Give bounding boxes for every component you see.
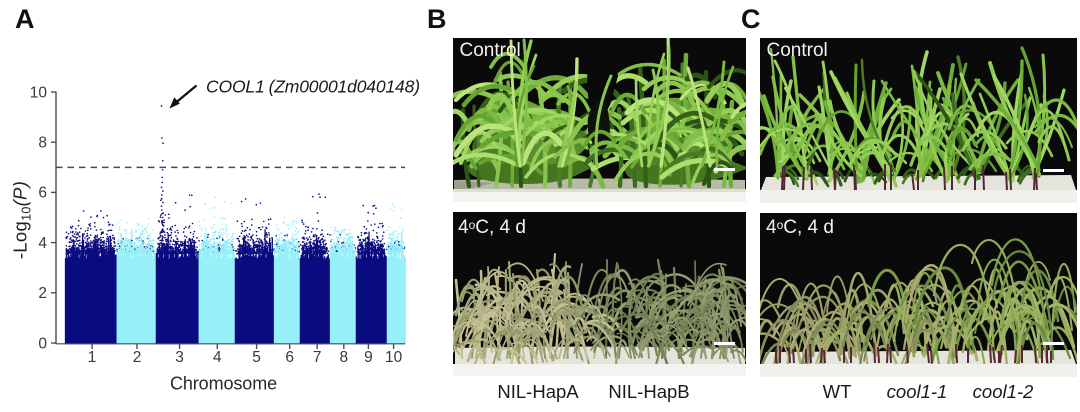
svg-text:Chromosome: Chromosome — [170, 374, 277, 394]
svg-text:3: 3 — [175, 349, 184, 366]
svg-text:0: 0 — [38, 335, 47, 352]
svg-text:8: 8 — [38, 135, 47, 152]
svg-text:2: 2 — [133, 349, 142, 366]
svg-text:6: 6 — [38, 185, 47, 202]
svg-text:1: 1 — [88, 349, 97, 366]
svg-text:10: 10 — [385, 349, 403, 366]
svg-text:9: 9 — [364, 349, 373, 366]
svg-text:10: 10 — [30, 84, 48, 101]
svg-text:7: 7 — [313, 349, 322, 366]
svg-text:4: 4 — [213, 349, 222, 366]
svg-text:2: 2 — [38, 285, 47, 302]
svg-text:-Log10(P): -Log10(P) — [10, 181, 34, 259]
svg-text:4: 4 — [38, 235, 47, 252]
svg-text:6: 6 — [285, 349, 294, 366]
svg-text:8: 8 — [339, 349, 348, 366]
svg-text:COOL1(Zm00001d040148): COOL1 (Zm00001d040148) — [206, 77, 420, 97]
svg-text:5: 5 — [252, 349, 261, 366]
